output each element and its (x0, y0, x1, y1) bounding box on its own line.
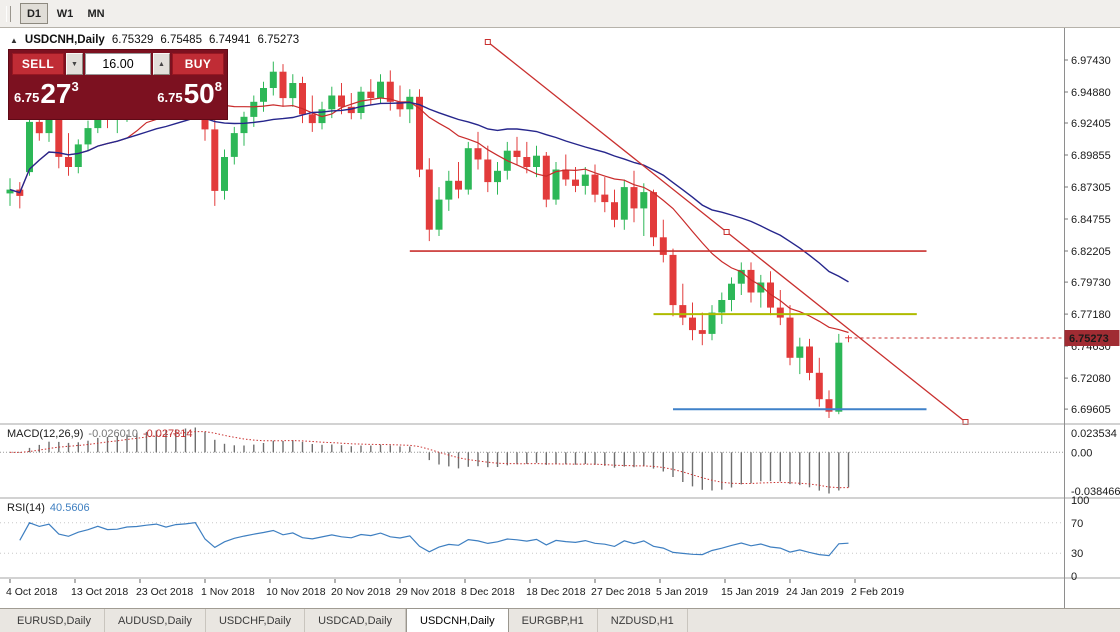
svg-text:0.00: 0.00 (1071, 447, 1092, 459)
macd-indicator-label: MACD(12,26,9) -0.026010 -0.027814 (7, 428, 193, 440)
sell-price-big-digits: 27 (40, 78, 72, 109)
tab-nzdusd-h1[interactable]: NZDUSD,H1 (598, 609, 688, 632)
tab-audusd-daily[interactable]: AUDUSD,Daily (105, 609, 206, 632)
svg-text:23 Oct 2018: 23 Oct 2018 (136, 586, 193, 598)
svg-text:0.023534: 0.023534 (1071, 428, 1117, 440)
buy-price-pip-digit: 8 (214, 79, 222, 94)
timeframe-toolbar: D1 W1 MN (0, 0, 1120, 28)
svg-text:30: 30 (1071, 548, 1083, 560)
svg-text:6.87305: 6.87305 (1071, 182, 1111, 194)
macd-value: -0.026010 (88, 428, 138, 440)
svg-text:6.72080: 6.72080 (1071, 373, 1111, 385)
toolbar-grip-icon (6, 5, 11, 22)
svg-text:20 Nov 2018: 20 Nov 2018 (331, 586, 391, 598)
macd-axis-labels: 0.023534 0.00 -0.038466 (1071, 428, 1120, 498)
lot-decrease-button[interactable]: ▼ (66, 53, 83, 75)
rsi-name: RSI(14) (7, 502, 45, 514)
rsi-axis-labels: 100 70 30 0 (1071, 495, 1089, 583)
ma-fast-line (9, 95, 849, 334)
timeframe-mn-button[interactable]: MN (82, 3, 110, 24)
buy-button[interactable]: BUY (172, 53, 224, 75)
svg-text:6.89855: 6.89855 (1071, 150, 1111, 162)
ohlc-close: 6.75273 (257, 34, 300, 46)
chevron-down-icon: ▼ (71, 60, 78, 68)
svg-text:24 Jan 2019: 24 Jan 2019 (786, 586, 844, 598)
svg-text:0: 0 (1071, 571, 1077, 583)
chart-symbol-label: USDCNH,Daily (24, 34, 105, 46)
chart-background (0, 28, 1120, 608)
rsi-pane (0, 522, 1064, 557)
svg-text:6.77180: 6.77180 (1071, 309, 1111, 321)
svg-text:4 Oct 2018: 4 Oct 2018 (6, 586, 58, 598)
svg-text:13 Oct 2018: 13 Oct 2018 (71, 586, 128, 598)
tab-usdcnh-daily[interactable]: USDCNH,Daily (406, 608, 509, 632)
svg-text:10 Nov 2018: 10 Nov 2018 (266, 586, 326, 598)
svg-text:6.92405: 6.92405 (1071, 118, 1111, 130)
rsi-indicator-label: RSI(14) 40.5606 (7, 502, 90, 514)
chart-title: ▲ USDCNH,Daily 6.75329 6.75485 6.74941 6… (10, 34, 299, 46)
chart-tab-bar: EURUSD,Daily AUDUSD,Daily USDCHF,Daily USDC… (0, 608, 1120, 632)
svg-text:15 Jan 2019: 15 Jan 2019 (721, 586, 779, 598)
svg-text:1 Nov 2018: 1 Nov 2018 (201, 586, 255, 598)
sell-price: 6.75 27 3 (14, 78, 79, 110)
svg-text:5 Jan 2019: 5 Jan 2019 (656, 586, 708, 598)
lot-increase-button[interactable]: ▲ (153, 53, 170, 75)
trendline-handle (484, 39, 491, 45)
pane-separators[interactable] (0, 28, 1120, 608)
tab-usdchf-daily[interactable]: USDCHF,Daily (206, 609, 306, 632)
svg-text:70: 70 (1071, 518, 1083, 530)
svg-text:8 Dec 2018: 8 Dec 2018 (461, 586, 515, 598)
buy-price-big-digits: 50 (183, 78, 215, 109)
svg-text:6.75273: 6.75273 (1069, 333, 1109, 345)
svg-text:6.84755: 6.84755 (1071, 214, 1111, 226)
svg-text:6.69605: 6.69605 (1071, 404, 1111, 416)
chevron-up-icon: ▲ (158, 60, 165, 68)
ohlc-high: 6.75485 (160, 34, 202, 46)
buy-price: 6.75 50 8 (157, 78, 222, 110)
svg-text:6.94880: 6.94880 (1071, 87, 1111, 99)
chart-canvas[interactable]: 6.97430 6.94880 6.92405 6.89855 6.87305 6.847… (0, 28, 1120, 608)
svg-text:27 Dec 2018: 27 Dec 2018 (591, 586, 651, 598)
buy-price-prefix: 6.75 (157, 90, 183, 105)
sell-button[interactable]: SELL (12, 53, 64, 75)
horizontal-level-lines[interactable] (409, 250, 927, 411)
svg-text:6.82205: 6.82205 (1071, 246, 1111, 258)
svg-text:-0.038466: -0.038466 (1071, 486, 1120, 498)
ohlc-low: 6.74941 (208, 34, 251, 46)
current-price-badge (1064, 330, 1120, 346)
date-axis-labels: 4 Oct 2018 13 Oct 2018 23 Oct 2018 1 Nov 20… (6, 579, 904, 598)
one-click-collapse-icon[interactable]: ▲ (10, 35, 18, 45)
svg-text:18 Dec 2018: 18 Dec 2018 (526, 586, 586, 598)
svg-text:100: 100 (1071, 495, 1089, 507)
lot-size-input[interactable]: 16.00 (85, 53, 151, 75)
ma-slow-line (9, 101, 849, 283)
timeframe-w1-button[interactable]: W1 (51, 3, 79, 24)
ohlc-open: 6.75329 (111, 34, 154, 46)
chart-area: 6.97430 6.94880 6.92405 6.89855 6.87305 6.847… (0, 28, 1120, 608)
tab-usdcad-daily[interactable]: USDCAD,Daily (305, 609, 407, 632)
price-axis-labels: 6.97430 6.94880 6.92405 6.89855 6.87305 6.847… (1064, 55, 1120, 416)
macd-pane (0, 427, 1064, 494)
sell-price-pip-digit: 3 (71, 79, 79, 94)
one-click-trading-panel: SELL ▼ 16.00 ▲ BUY 6.75 27 3 6.75 50 8 (8, 49, 228, 120)
svg-text:29 Nov 2018: 29 Nov 2018 (396, 586, 456, 598)
svg-text:6.79730: 6.79730 (1071, 277, 1111, 289)
timeframe-d1-button[interactable]: D1 (20, 3, 48, 24)
trendline[interactable] (484, 39, 969, 425)
svg-text:6.97430: 6.97430 (1071, 55, 1111, 67)
rsi-value: 40.5606 (49, 502, 90, 514)
trendline-handle (723, 229, 730, 235)
tab-eurgbp-h1[interactable]: EURGBP,H1 (509, 609, 598, 632)
macd-signal-value: -0.027814 (142, 428, 193, 440)
sell-price-prefix: 6.75 (14, 90, 40, 105)
tab-eurusd-daily[interactable]: EURUSD,Daily (4, 609, 105, 632)
macd-name: MACD(12,26,9) (7, 428, 84, 440)
svg-text:2 Feb 2019: 2 Feb 2019 (851, 586, 904, 598)
